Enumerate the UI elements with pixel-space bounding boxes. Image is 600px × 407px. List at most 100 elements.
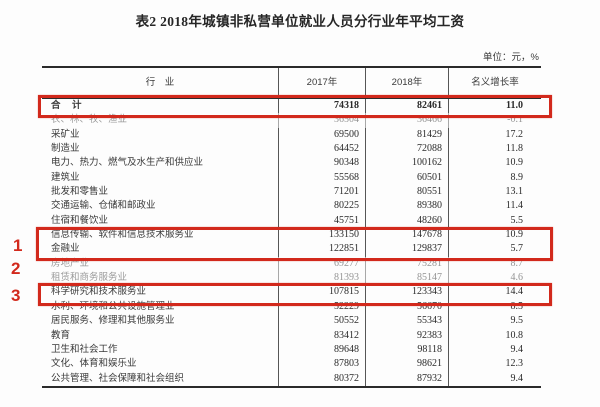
- column-header-industry: 行 业: [145, 77, 175, 88]
- cell-growth: 8.5: [448, 299, 541, 315]
- cell-2018: 36466: [365, 113, 448, 128]
- cell-industry: 科学研究和技术服务业: [51, 286, 147, 298]
- table-row: 住宿和餐饮业 45751 48260 5.5: [42, 213, 541, 229]
- cell-2017: 74318: [278, 99, 365, 114]
- table-row: 电力、热力、燃气及水生产和供应业 90348 100162 10.9: [42, 156, 541, 171]
- annotation-marker-3: 3: [11, 286, 21, 305]
- table-row: 居民服务、修理和其他服务业 50552 55343 9.5: [42, 314, 541, 329]
- table-row: 合 计 74318 82461 11.0: [42, 99, 541, 114]
- cell-2017: 45751: [278, 213, 365, 229]
- cell-2018: 123343: [365, 285, 448, 300]
- cell-growth: 9.4: [448, 371, 541, 386]
- cell-2017: 71201: [278, 185, 365, 200]
- table-row: 教育 83412 92383 10.8: [42, 328, 541, 343]
- cell-industry: 居民服务、修理和其他服务业: [51, 315, 175, 327]
- cell-2018: 98621: [365, 357, 448, 372]
- cell-industry: 房地产业: [51, 257, 90, 269]
- cell-growth: 5.5: [448, 213, 541, 229]
- cell-2018: 82461: [365, 99, 448, 114]
- cell-industry: 农、林、牧、渔业: [51, 114, 128, 126]
- cell-growth: 14.4: [448, 285, 541, 300]
- cell-2017: 64452: [278, 142, 365, 157]
- cell-2018: 92383: [365, 328, 448, 343]
- cell-2018: 60501: [365, 170, 448, 186]
- cell-2017: 36504: [278, 113, 365, 128]
- cell-growth: 5.7: [448, 242, 541, 257]
- highlight-box-total: [38, 95, 552, 118]
- cell-growth: 11.8: [448, 142, 541, 157]
- cell-2017: 69277: [278, 256, 365, 272]
- column-header-2017: 2017年: [278, 68, 365, 98]
- cell-2018: 48260: [365, 213, 448, 229]
- table-row: 交通运输、仓储和邮政业 80225 89380 11.4: [42, 199, 541, 214]
- cell-industry: 水利、环境和公共设施管理业: [51, 300, 175, 312]
- cell-industry: 公共管理、社会保障和社会组织: [51, 372, 185, 384]
- table-body: 合 计 74318 82461 11.0 农、林、牧、渔业 36504 36466 -0.1 采…: [42, 99, 541, 386]
- table-row: 制造业 64452 72088 11.8: [42, 142, 541, 157]
- cell-2017: 80225: [278, 199, 365, 214]
- cell-2017: 89648: [278, 342, 365, 358]
- cell-2017: 55568: [278, 170, 365, 186]
- cell-2018: 87932: [365, 371, 448, 386]
- cell-growth: 9.5: [448, 314, 541, 329]
- cell-2018: 89380: [365, 199, 448, 214]
- cell-2018: 147678: [365, 228, 448, 243]
- cell-industry: 文化、体育和娱乐业: [51, 358, 137, 370]
- table-row: 农、林、牧、渔业 36504 36466 -0.1: [42, 113, 541, 128]
- cell-2017: 81393: [278, 271, 365, 286]
- cell-2017: 69500: [278, 127, 365, 143]
- table-row: 科学研究和技术服务业 107815 123343 14.4: [42, 285, 541, 300]
- cell-industry: 信息传输、软件和信息技术服务业: [51, 229, 194, 241]
- cell-2017: 90348: [278, 156, 365, 171]
- highlight-box-research: [38, 283, 552, 306]
- table-row: 租赁和商务服务业 81393 85147 4.6: [42, 271, 541, 286]
- cell-industry: 住宿和餐饮业: [51, 214, 109, 226]
- table-row: 信息传输、软件和信息技术服务业 133150 147678 10.9: [42, 228, 541, 243]
- cell-industry: 建筑业: [51, 171, 80, 183]
- cell-2018: 81429: [365, 127, 448, 143]
- cell-growth: 17.2: [448, 127, 541, 143]
- cell-2017: 87803: [278, 357, 365, 372]
- table-row: 公共管理、社会保障和社会组织 80372 87932 9.4: [42, 371, 541, 386]
- cell-growth: 10.9: [448, 156, 541, 171]
- cell-growth: 13.1: [448, 185, 541, 200]
- cell-industry: 教育: [51, 329, 71, 341]
- cell-2017: 122851: [278, 242, 365, 257]
- table-row: 水利、环境和公共设施管理业 52229 56670 8.5: [42, 299, 541, 315]
- cell-2017: 80372: [278, 371, 365, 386]
- cell-industry: 金融业: [51, 243, 80, 255]
- cell-growth: 11.4: [448, 199, 541, 214]
- cell-growth: 8.7: [448, 256, 541, 272]
- annotation-marker-1: 1: [13, 236, 23, 255]
- cell-industry: 卫生和社会工作: [51, 343, 118, 355]
- cell-2018: 55343: [365, 314, 448, 329]
- cell-growth: 8.9: [448, 170, 541, 186]
- cell-industry: 交通运输、仓储和邮政业: [51, 200, 156, 212]
- cell-industry: 批发和零售业: [51, 186, 109, 198]
- cell-2017: 52229: [278, 299, 365, 315]
- annotation-marker-2: 2: [11, 259, 21, 278]
- cell-2018: 72088: [365, 142, 448, 157]
- cell-growth: 10.9: [448, 228, 541, 243]
- cell-2017: 133150: [278, 228, 365, 243]
- table-header-row: 行 业 2017年 2018年 名义增长率: [42, 68, 541, 99]
- table-row: 卫生和社会工作 89648 98118 9.4: [42, 342, 541, 358]
- cell-industry: 电力、热力、燃气及水生产和供应业: [51, 157, 204, 169]
- table-row: 文化、体育和娱乐业 87803 98621 12.3: [42, 357, 541, 372]
- table-row: 批发和零售业 71201 80551 13.1: [42, 185, 541, 200]
- cell-2017: 107815: [278, 285, 365, 300]
- table-row: 建筑业 55568 60501 8.9: [42, 170, 541, 186]
- cell-growth: -0.1: [448, 113, 541, 128]
- column-header-2018: 2018年: [365, 68, 448, 98]
- cell-2018: 56670: [365, 299, 448, 315]
- cell-2018: 98118: [365, 342, 448, 358]
- cell-industry: 采矿业: [51, 128, 80, 140]
- cell-industry: 制造业: [51, 143, 80, 155]
- page-title: 表2 2018年城镇非私营单位就业人员分行业年平均工资: [135, 14, 465, 29]
- cell-growth: 11.0: [448, 99, 541, 114]
- cell-growth: 12.3: [448, 357, 541, 372]
- cell-2018: 100162: [365, 156, 448, 171]
- wage-table: 行 业 2017年 2018年 名义增长率 合 计 74318 82461 11.0 农…: [42, 66, 541, 388]
- table-row: 金融业 122851 129837 5.7: [42, 242, 541, 257]
